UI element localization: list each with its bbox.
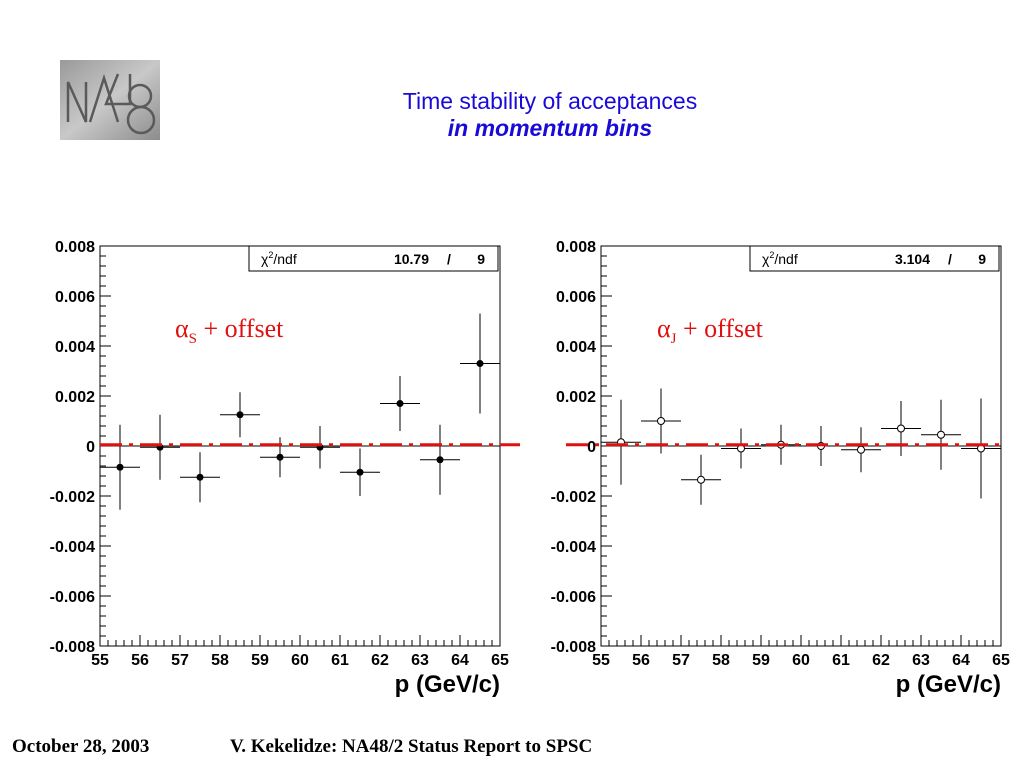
data-point xyxy=(641,388,681,454)
point-marker xyxy=(937,430,945,439)
x-tick-label: 63 xyxy=(411,652,429,669)
y-tick-label: 0 xyxy=(86,439,95,456)
data-point xyxy=(420,424,460,495)
x-tick-label: 58 xyxy=(712,652,730,669)
x-tick-label: 56 xyxy=(131,652,149,669)
point-marker xyxy=(356,468,364,476)
x-tick-label: 55 xyxy=(91,652,109,669)
y-tick-label: 0.008 xyxy=(55,239,95,256)
stats-label: χ2/ndf xyxy=(261,250,297,267)
point-marker xyxy=(276,453,284,461)
data-point xyxy=(681,454,721,505)
y-tick-label: 0.006 xyxy=(55,289,95,306)
x-tick-label: 60 xyxy=(291,652,309,669)
x-axis-title: p (GeV/c) xyxy=(395,671,500,698)
data-point xyxy=(300,426,340,469)
point-marker xyxy=(897,424,905,433)
stats-box xyxy=(749,245,1000,272)
y-tick-label: -0.006 xyxy=(551,589,596,606)
annotation-label: αJ + offset xyxy=(657,314,764,347)
point-marker xyxy=(476,360,484,367)
chart-panel-1: 55 56 57 58 59 60 61 62 63 64 65 0.008 0.006 0.004 0.0… xyxy=(50,239,509,698)
data-point xyxy=(180,452,220,503)
y-tick-label: -0.004 xyxy=(50,539,95,556)
x-tick-label: 65 xyxy=(491,652,509,669)
x-tick-label: 64 xyxy=(952,652,970,669)
data-point xyxy=(841,427,881,473)
data-point xyxy=(140,414,180,480)
x-axis-title: p (GeV/c) xyxy=(896,671,1001,698)
x-tick-label: 62 xyxy=(872,652,890,669)
footer-text: V. Kekelidze: NA48/2 Status Report to SP… xyxy=(230,736,593,757)
x-tick-label: 57 xyxy=(171,652,189,669)
data-point xyxy=(961,398,1001,499)
x-tick-label: 56 xyxy=(632,652,650,669)
point-marker xyxy=(396,400,404,407)
y-tick-label: 0.004 xyxy=(556,339,596,356)
y-tick-label: -0.008 xyxy=(551,639,596,656)
na48-logo xyxy=(60,60,160,140)
x-tick-label: 64 xyxy=(451,652,469,669)
x-tick-label: 58 xyxy=(211,652,229,669)
data-point xyxy=(881,401,921,456)
data-point xyxy=(100,424,140,510)
point-marker xyxy=(236,411,244,419)
x-tick-label: 59 xyxy=(752,652,770,669)
y-tick-label: -0.004 xyxy=(551,539,596,556)
stats-ndf: 9 xyxy=(477,251,485,267)
point-marker xyxy=(657,417,665,425)
x-tick-label: 60 xyxy=(792,652,810,669)
point-marker xyxy=(436,456,444,464)
stats-chi2: 10.79 xyxy=(394,251,429,267)
footer-date: October 28, 2003 xyxy=(12,736,150,757)
stats-box xyxy=(248,245,499,272)
annotation-label: αS + offset xyxy=(175,314,284,347)
data-point xyxy=(921,399,961,470)
y-tick-label: 0.002 xyxy=(556,389,596,406)
point-marker xyxy=(857,445,865,454)
x-tick-label: 65 xyxy=(992,652,1010,669)
data-point xyxy=(220,392,260,438)
data-point xyxy=(721,428,761,469)
y-tick-label: 0.002 xyxy=(55,389,95,406)
data-point xyxy=(601,399,641,485)
y-tick-label: -0.002 xyxy=(50,489,95,506)
x-tick-label: 61 xyxy=(832,652,850,669)
stats-label: χ2/ndf xyxy=(762,250,798,267)
x-tick-label: 55 xyxy=(592,652,610,669)
x-tick-label: 63 xyxy=(912,652,930,669)
y-tick-label: -0.002 xyxy=(551,489,596,506)
point-marker xyxy=(196,473,204,481)
y-tick-label: 0.008 xyxy=(556,239,596,256)
stats-separator: / xyxy=(948,251,952,267)
y-tick-label: 0.006 xyxy=(556,289,596,306)
footer: October 28, 2003 V. Kekelidze: NA48/2 Sta… xyxy=(12,736,592,758)
data-point xyxy=(460,313,500,414)
y-tick-label: -0.008 xyxy=(50,639,95,656)
stats-ndf: 9 xyxy=(978,251,986,267)
stats-separator: / xyxy=(447,251,451,267)
slide-title: Time stability of acceptances in momentu… xyxy=(300,88,800,142)
x-tick-label: 57 xyxy=(672,652,690,669)
point-marker xyxy=(116,463,124,471)
title-line-1: Time stability of acceptances xyxy=(402,88,698,114)
y-tick-label: 0 xyxy=(587,439,596,456)
data-point xyxy=(380,376,420,431)
x-tick-label: 61 xyxy=(331,652,349,669)
stats-chi2: 3.104 xyxy=(895,251,930,267)
x-tick-label: 59 xyxy=(251,652,269,669)
y-tick-label: 0.004 xyxy=(55,339,95,356)
x-tick-label: 62 xyxy=(371,652,389,669)
title-line-2: in momentum bins xyxy=(447,115,653,141)
data-point xyxy=(340,448,380,496)
point-marker xyxy=(697,475,705,484)
chart-panel-2: 55 56 57 58 59 60 61 62 63 64 65 0.008 0.006 0.004 0.0… xyxy=(551,239,1010,698)
y-tick-label: -0.006 xyxy=(50,589,95,606)
